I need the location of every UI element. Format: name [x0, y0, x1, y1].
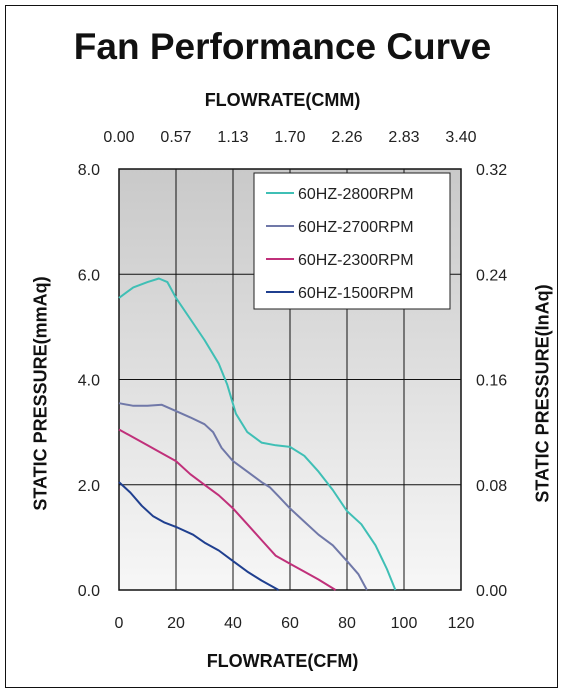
x-tick-label: 60 [281, 615, 299, 632]
y-tick-label: 0.0 [78, 583, 100, 600]
y-tick-label: 4.0 [78, 373, 100, 390]
legend-box [253, 172, 451, 310]
chart-title: Fan Performance Curve [73, 26, 492, 67]
series-line-60hz-2700rpm [118, 402, 368, 591]
y2-tick-label: 0.24 [476, 267, 507, 284]
x-tick-label: 40 [224, 615, 242, 632]
x-tick-label: 20 [167, 615, 185, 632]
x-tick-label: 80 [338, 615, 356, 632]
x2-tick-label: 3.40 [445, 129, 476, 146]
series-line-60hz-2800rpm [118, 277, 397, 591]
x-tick-label: 120 [448, 615, 475, 632]
series-line-60hz-2300rpm [118, 428, 337, 591]
legend-label: 60HZ-2700RPM [298, 219, 414, 236]
y-tick-label: 8.0 [78, 162, 100, 179]
top-x-axis-title: FLOWRATE(CMM) [204, 90, 361, 110]
x2-tick-label: 2.83 [388, 129, 419, 146]
y-tick-label: 6.0 [78, 267, 100, 284]
y-tick-label: 2.0 [78, 478, 100, 495]
y2-tick-label: 0.16 [476, 373, 507, 390]
x2-tick-label: 0.00 [103, 129, 134, 146]
legend-label: 60HZ-2300RPM [298, 252, 414, 269]
legend-label: 60HZ-2800RPM [298, 186, 414, 203]
x-tick-label: 100 [391, 615, 418, 632]
series-line-60hz-1500rpm [118, 481, 280, 591]
y2-tick-label: 0.32 [476, 162, 507, 179]
legend-label: 60HZ-1500RPM [298, 285, 414, 302]
x-tick-label: 0 [115, 615, 124, 632]
bottom-x-axis-title: FLOWRATE(CFM) [206, 651, 359, 671]
x2-tick-label: 2.26 [331, 129, 362, 146]
y2-tick-label: 0.08 [476, 478, 507, 495]
y2-tick-label: 0.00 [476, 583, 507, 600]
x2-tick-label: 1.70 [274, 129, 305, 146]
x2-tick-label: 1.13 [217, 129, 248, 146]
x2-tick-label: 0.57 [160, 129, 191, 146]
